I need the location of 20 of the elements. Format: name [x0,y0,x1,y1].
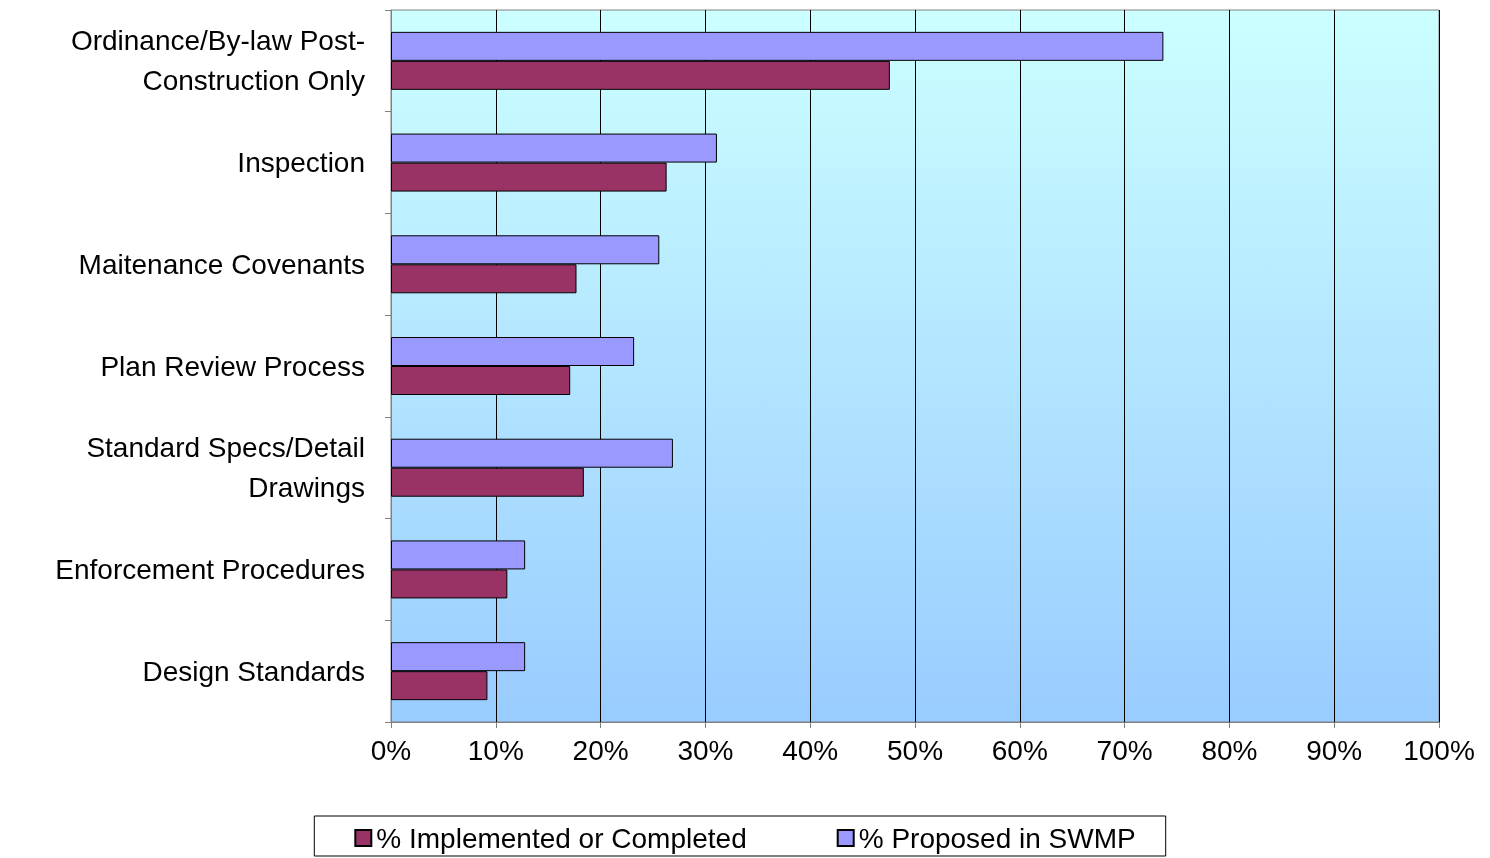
x-tick-label: 0% [370,734,412,766]
x-tick-label: 20% [572,734,629,766]
y-tick-label: Maitenance Covenants [78,248,365,280]
legend-label: % Proposed in SWMP [858,822,1136,854]
x-tick-label: 40% [782,734,839,766]
x-tick-label: 10% [467,734,524,766]
x-tick-label: 60% [991,734,1048,766]
x-tick-label: 70% [1096,734,1153,766]
y-tick-label: Enforcement Procedures [55,553,365,585]
y-tick-label: Ordinance/By-law Post- Construction Only [70,25,365,97]
x-tick-label: 30% [677,734,734,766]
y-tick-label: Standard Specs/Detail Drawings [86,432,365,504]
x-tick-label: 90% [1306,734,1363,766]
legend-label: % Implemented or Completed [376,822,747,854]
x-tick-label: 80% [1201,734,1258,766]
x-tick-label: 50% [886,734,944,766]
y-tick-label: Design Standards [142,655,365,687]
y-tick-label: Inspection [237,147,365,179]
x-tick-label: 100% [1403,734,1475,766]
y-tick-label: Plan Review Process [100,350,365,382]
